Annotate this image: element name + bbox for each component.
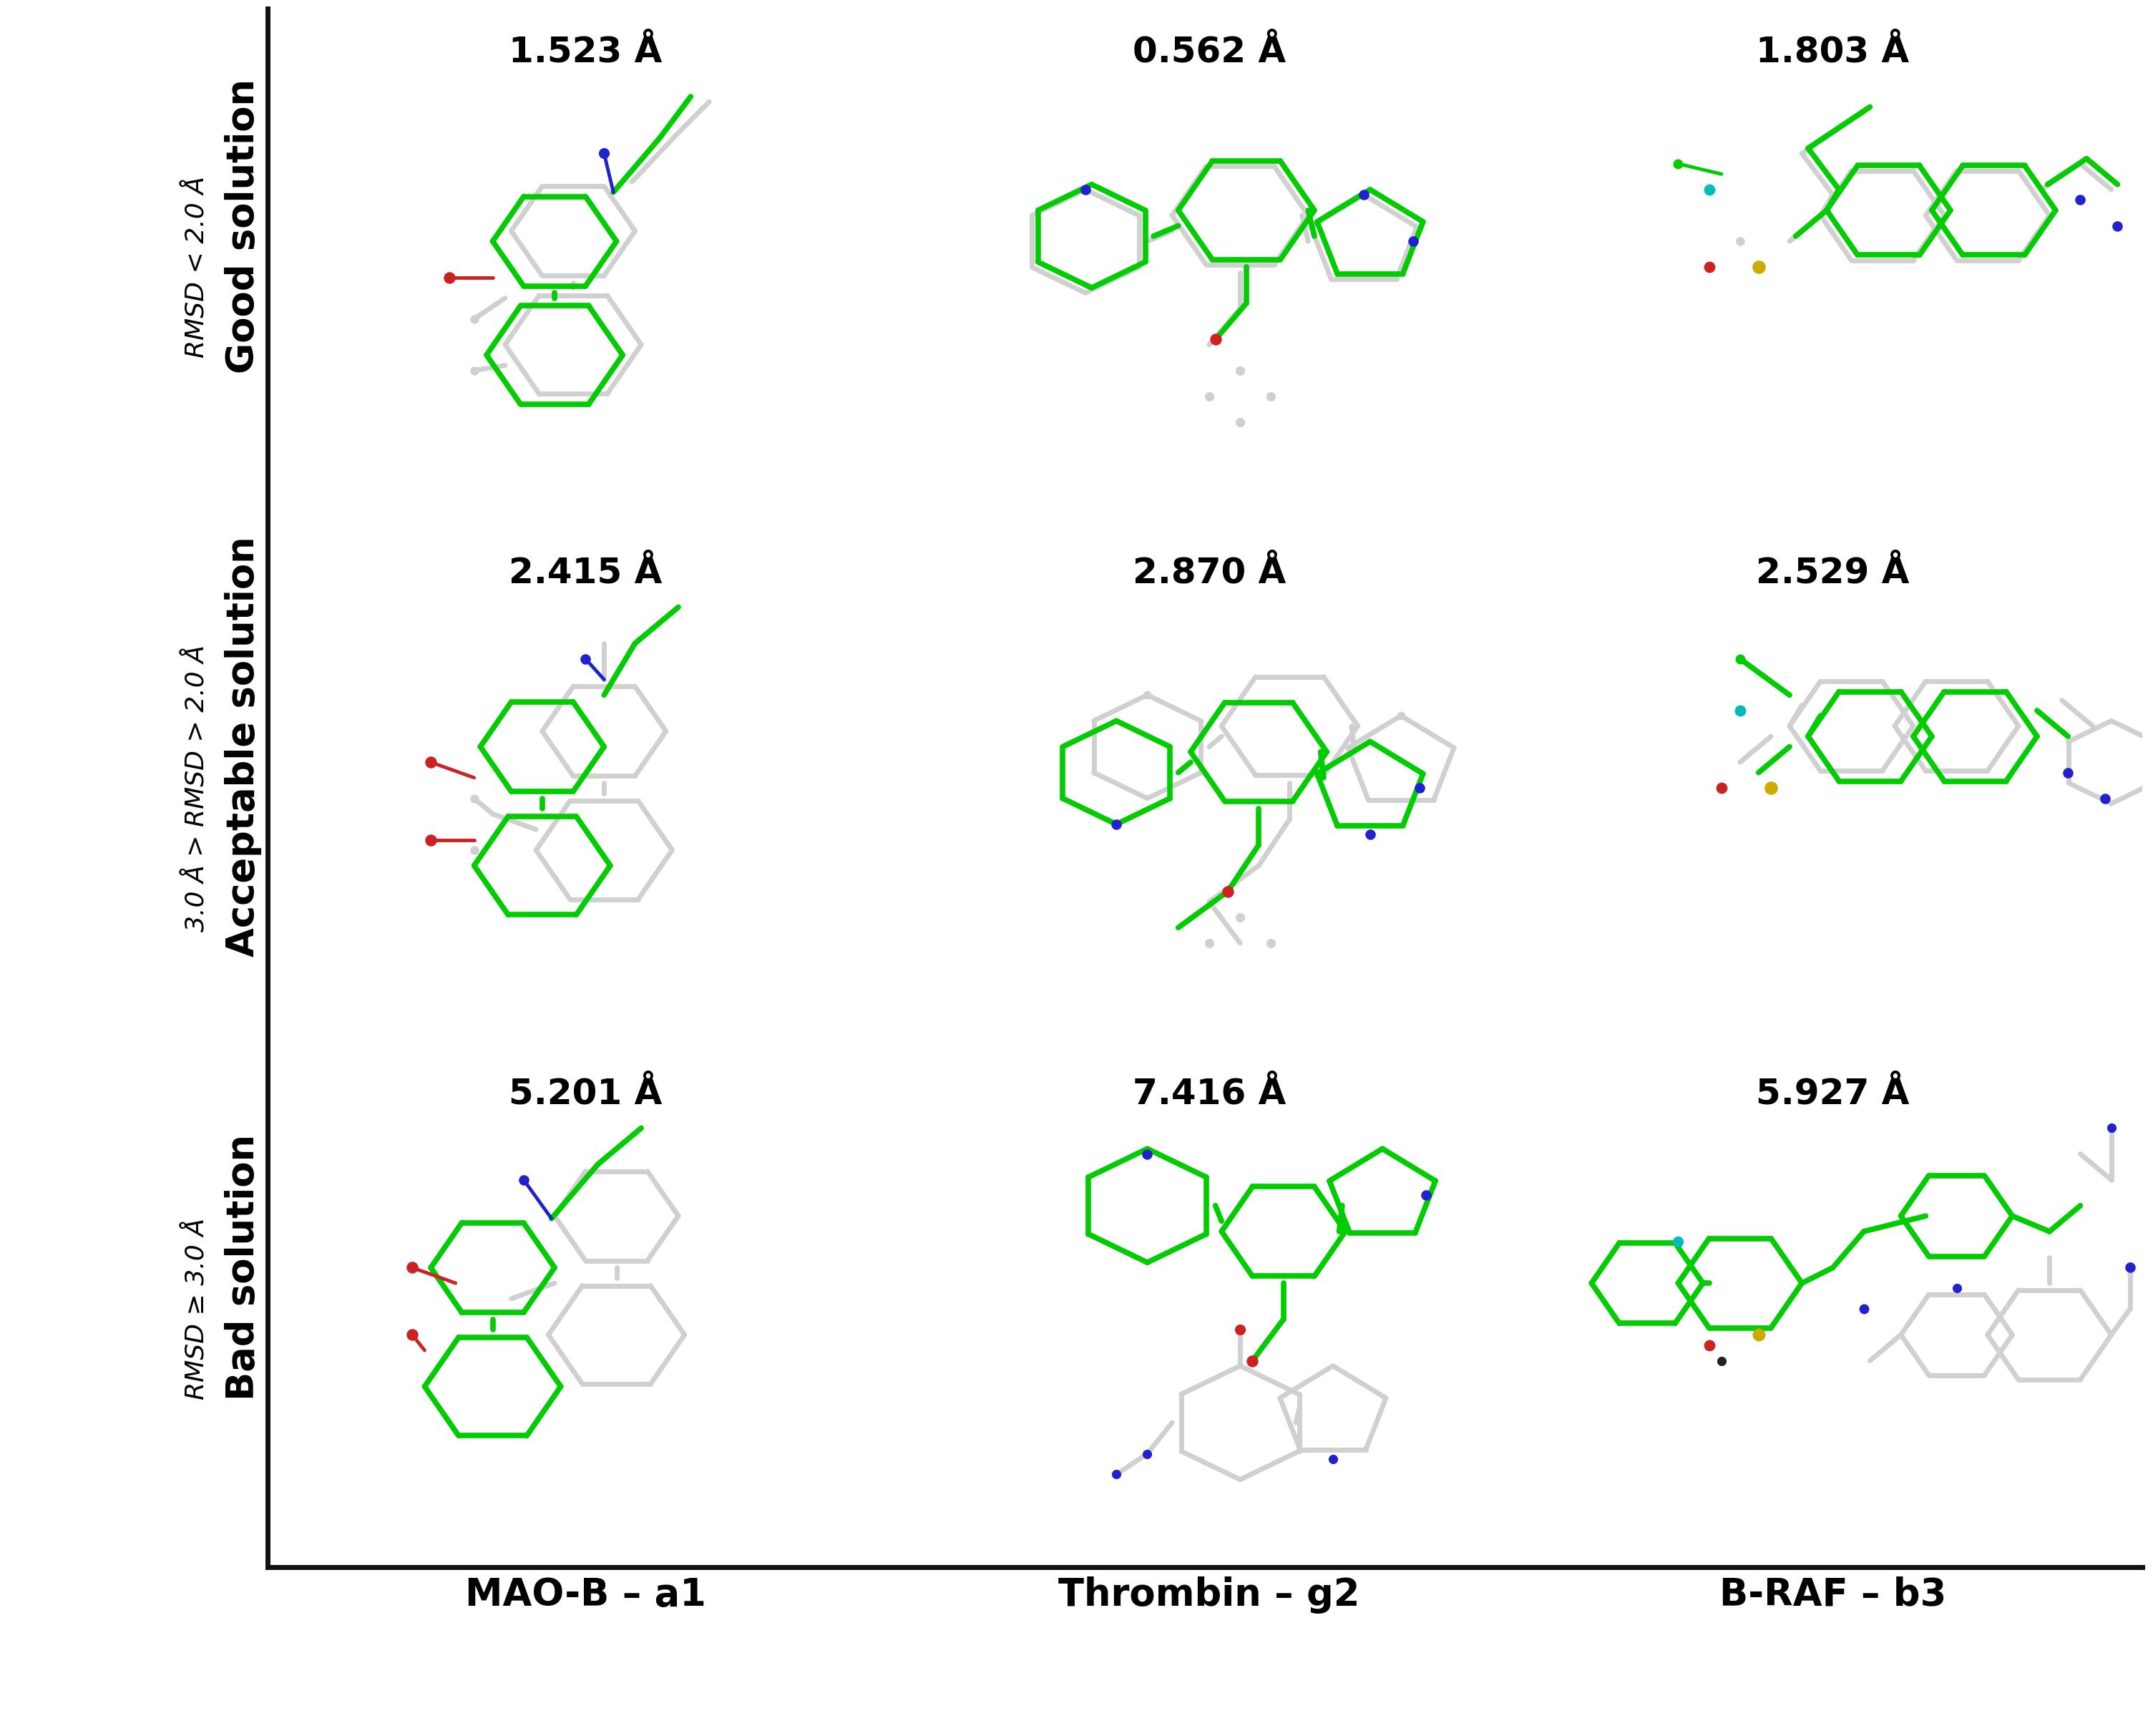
Text: 2.870 Å: 2.870 Å bbox=[1132, 556, 1285, 590]
Point bbox=[394, 1253, 428, 1281]
Point bbox=[2095, 1115, 2129, 1142]
Point bbox=[394, 1321, 428, 1349]
Point bbox=[1742, 1321, 1776, 1349]
Point bbox=[2088, 785, 2123, 812]
Point bbox=[1253, 929, 1287, 957]
Text: 7.416 Å: 7.416 Å bbox=[1132, 1076, 1285, 1111]
Point bbox=[1692, 1332, 1727, 1359]
Text: Bad solution: Bad solution bbox=[224, 1135, 263, 1401]
Point bbox=[2112, 1253, 2147, 1281]
Point bbox=[1130, 681, 1165, 708]
Text: 1.523 Å: 1.523 Å bbox=[508, 35, 663, 69]
Text: B-RAF – b3: B-RAF – b3 bbox=[1720, 1576, 1946, 1613]
Point bbox=[1223, 903, 1257, 930]
Point bbox=[456, 306, 491, 333]
Point bbox=[506, 1167, 540, 1194]
Point bbox=[1705, 1347, 1740, 1375]
Text: Acceptable solution: Acceptable solution bbox=[224, 536, 263, 957]
Point bbox=[1692, 253, 1727, 281]
Point bbox=[1223, 1316, 1257, 1344]
Point bbox=[1408, 1182, 1443, 1210]
Point bbox=[413, 748, 448, 776]
Point bbox=[1395, 227, 1430, 255]
Point bbox=[1193, 382, 1227, 410]
Point bbox=[2101, 212, 2136, 240]
Point bbox=[456, 837, 491, 865]
Point bbox=[1100, 1460, 1135, 1488]
Point bbox=[413, 826, 448, 854]
Point bbox=[1722, 696, 1757, 724]
Point bbox=[1315, 1444, 1350, 1472]
Text: 3.0 Å > RMSD > 2.0 Å: 3.0 Å > RMSD > 2.0 Å bbox=[185, 644, 209, 932]
Point bbox=[1223, 408, 1257, 436]
Point bbox=[1236, 1347, 1270, 1375]
Point bbox=[2052, 759, 2086, 786]
Text: 5.201 Å: 5.201 Å bbox=[508, 1076, 663, 1111]
Point bbox=[433, 264, 467, 292]
Point bbox=[2063, 186, 2097, 214]
Point bbox=[1130, 1439, 1165, 1467]
Point bbox=[1210, 878, 1244, 906]
Point bbox=[1755, 774, 1789, 802]
Point bbox=[1100, 811, 1135, 838]
Point bbox=[1193, 929, 1227, 957]
Point bbox=[1847, 1295, 1882, 1323]
Point bbox=[1253, 382, 1287, 410]
Point bbox=[1705, 774, 1740, 802]
Text: 2.415 Å: 2.415 Å bbox=[508, 556, 663, 590]
Text: 5.927 Å: 5.927 Å bbox=[1757, 1076, 1910, 1111]
Text: RMSD < 2.0 Å: RMSD < 2.0 Å bbox=[185, 177, 209, 358]
Text: Good solution: Good solution bbox=[224, 78, 263, 373]
Point bbox=[1223, 356, 1257, 384]
Text: 1.803 Å: 1.803 Å bbox=[1757, 35, 1910, 69]
Point bbox=[1722, 227, 1757, 255]
Point bbox=[1068, 175, 1102, 203]
Point bbox=[456, 785, 491, 812]
Point bbox=[1742, 253, 1776, 281]
Point bbox=[1940, 1274, 1974, 1302]
Point bbox=[1384, 701, 1419, 729]
Point bbox=[1130, 1141, 1165, 1168]
Point bbox=[1692, 175, 1727, 203]
Point bbox=[568, 646, 603, 674]
Point bbox=[1352, 821, 1387, 849]
Text: RMSD ≥ 3.0 Å: RMSD ≥ 3.0 Å bbox=[185, 1219, 209, 1399]
Point bbox=[1402, 774, 1436, 802]
Text: Thrombin – g2: Thrombin – g2 bbox=[1059, 1576, 1361, 1613]
Point bbox=[1660, 149, 1694, 177]
Point bbox=[1722, 646, 1757, 674]
Point bbox=[1199, 326, 1234, 354]
Text: 2.529 Å: 2.529 Å bbox=[1757, 556, 1910, 590]
Text: 0.562 Å: 0.562 Å bbox=[1132, 35, 1285, 69]
Point bbox=[456, 356, 491, 384]
Point bbox=[1346, 181, 1380, 208]
Point bbox=[588, 139, 622, 167]
Text: MAO-B – a1: MAO-B – a1 bbox=[465, 1576, 706, 1613]
Point bbox=[1660, 1227, 1694, 1255]
